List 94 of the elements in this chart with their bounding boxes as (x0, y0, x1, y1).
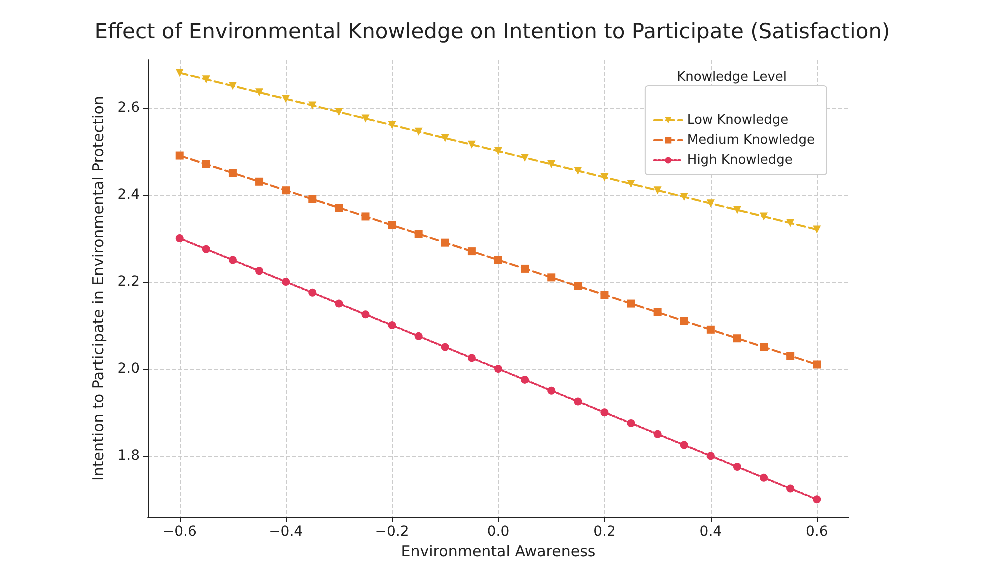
x-tick-label: 0.6 (806, 524, 828, 540)
point (680, 441, 688, 450)
point (600, 174, 609, 182)
legend-label: Low Knowledge (687, 113, 789, 128)
point (308, 195, 317, 204)
point (228, 169, 237, 178)
point (786, 352, 795, 360)
point (256, 267, 264, 276)
point (813, 226, 822, 234)
point (388, 221, 396, 230)
point (760, 343, 768, 352)
point (308, 288, 317, 297)
chart-title: Effect of Environmental Knowledge on Intention to Participate (Satisfaction) (94, 20, 890, 44)
point (468, 354, 476, 362)
point (680, 193, 688, 202)
y-tick-label: 1.8 (118, 448, 140, 464)
legend-label: High Knowledge (687, 153, 793, 168)
point (654, 430, 662, 438)
point (362, 310, 370, 319)
point (202, 160, 210, 168)
point (786, 219, 795, 228)
point (282, 278, 290, 286)
point (468, 248, 476, 256)
legend-label: Medium Knowledge (687, 133, 816, 148)
y-tick-label: 2.6 (118, 100, 140, 116)
point (256, 88, 264, 97)
point (733, 334, 742, 343)
point (388, 322, 396, 330)
point (521, 154, 530, 162)
point (600, 408, 609, 417)
point (362, 212, 370, 221)
point (548, 386, 556, 395)
x-tick-label: −0.6 (162, 524, 197, 540)
point (468, 140, 476, 149)
point (494, 256, 502, 264)
x-tick-label: −0.4 (269, 524, 304, 540)
point (335, 300, 344, 308)
point (414, 332, 423, 340)
point (706, 200, 715, 208)
x-axis-title: Environmental Awareness (401, 542, 596, 560)
point (574, 282, 582, 290)
point (441, 343, 450, 352)
point (733, 206, 742, 214)
point (202, 245, 210, 254)
point (654, 186, 662, 195)
point (494, 365, 502, 374)
x-tick-label: 0.0 (487, 524, 510, 540)
point (228, 256, 237, 264)
y-tick-label: 2.4 (118, 186, 140, 203)
point (627, 420, 636, 428)
point (813, 496, 822, 504)
y-axis-title: Intention to Participate in Environmental Protection (90, 96, 108, 482)
point (282, 186, 290, 195)
point (176, 69, 184, 78)
point (760, 474, 768, 482)
legend-title: Knowledge Level (677, 70, 788, 85)
point (202, 76, 210, 84)
point (574, 167, 582, 176)
y-tick-label: 2.0 (118, 361, 140, 378)
point (733, 463, 742, 472)
point (282, 95, 290, 104)
point (414, 128, 423, 136)
point (362, 114, 370, 123)
y-tick-label: 2.2 (118, 274, 140, 290)
point (414, 230, 423, 238)
point (680, 317, 688, 326)
x-tick-label: 0.2 (594, 524, 616, 540)
point (548, 160, 556, 168)
point (760, 212, 768, 221)
point (228, 82, 237, 90)
point (521, 376, 530, 384)
point (335, 108, 344, 116)
point (335, 204, 344, 212)
point (494, 147, 502, 156)
point (706, 326, 715, 334)
point (654, 308, 662, 316)
x-tick-label: 0.4 (700, 524, 722, 540)
point (627, 300, 636, 308)
point (441, 238, 450, 247)
point (786, 484, 795, 493)
point (308, 102, 317, 110)
point (574, 398, 582, 406)
point (521, 264, 530, 273)
point (627, 180, 636, 188)
point (813, 360, 822, 369)
point (256, 178, 264, 186)
point (706, 452, 715, 460)
point (388, 121, 396, 130)
point (176, 152, 184, 160)
x-tick-label: −0.2 (375, 524, 410, 540)
point (600, 291, 609, 300)
point (548, 274, 556, 282)
point (176, 234, 184, 242)
point (441, 134, 450, 142)
